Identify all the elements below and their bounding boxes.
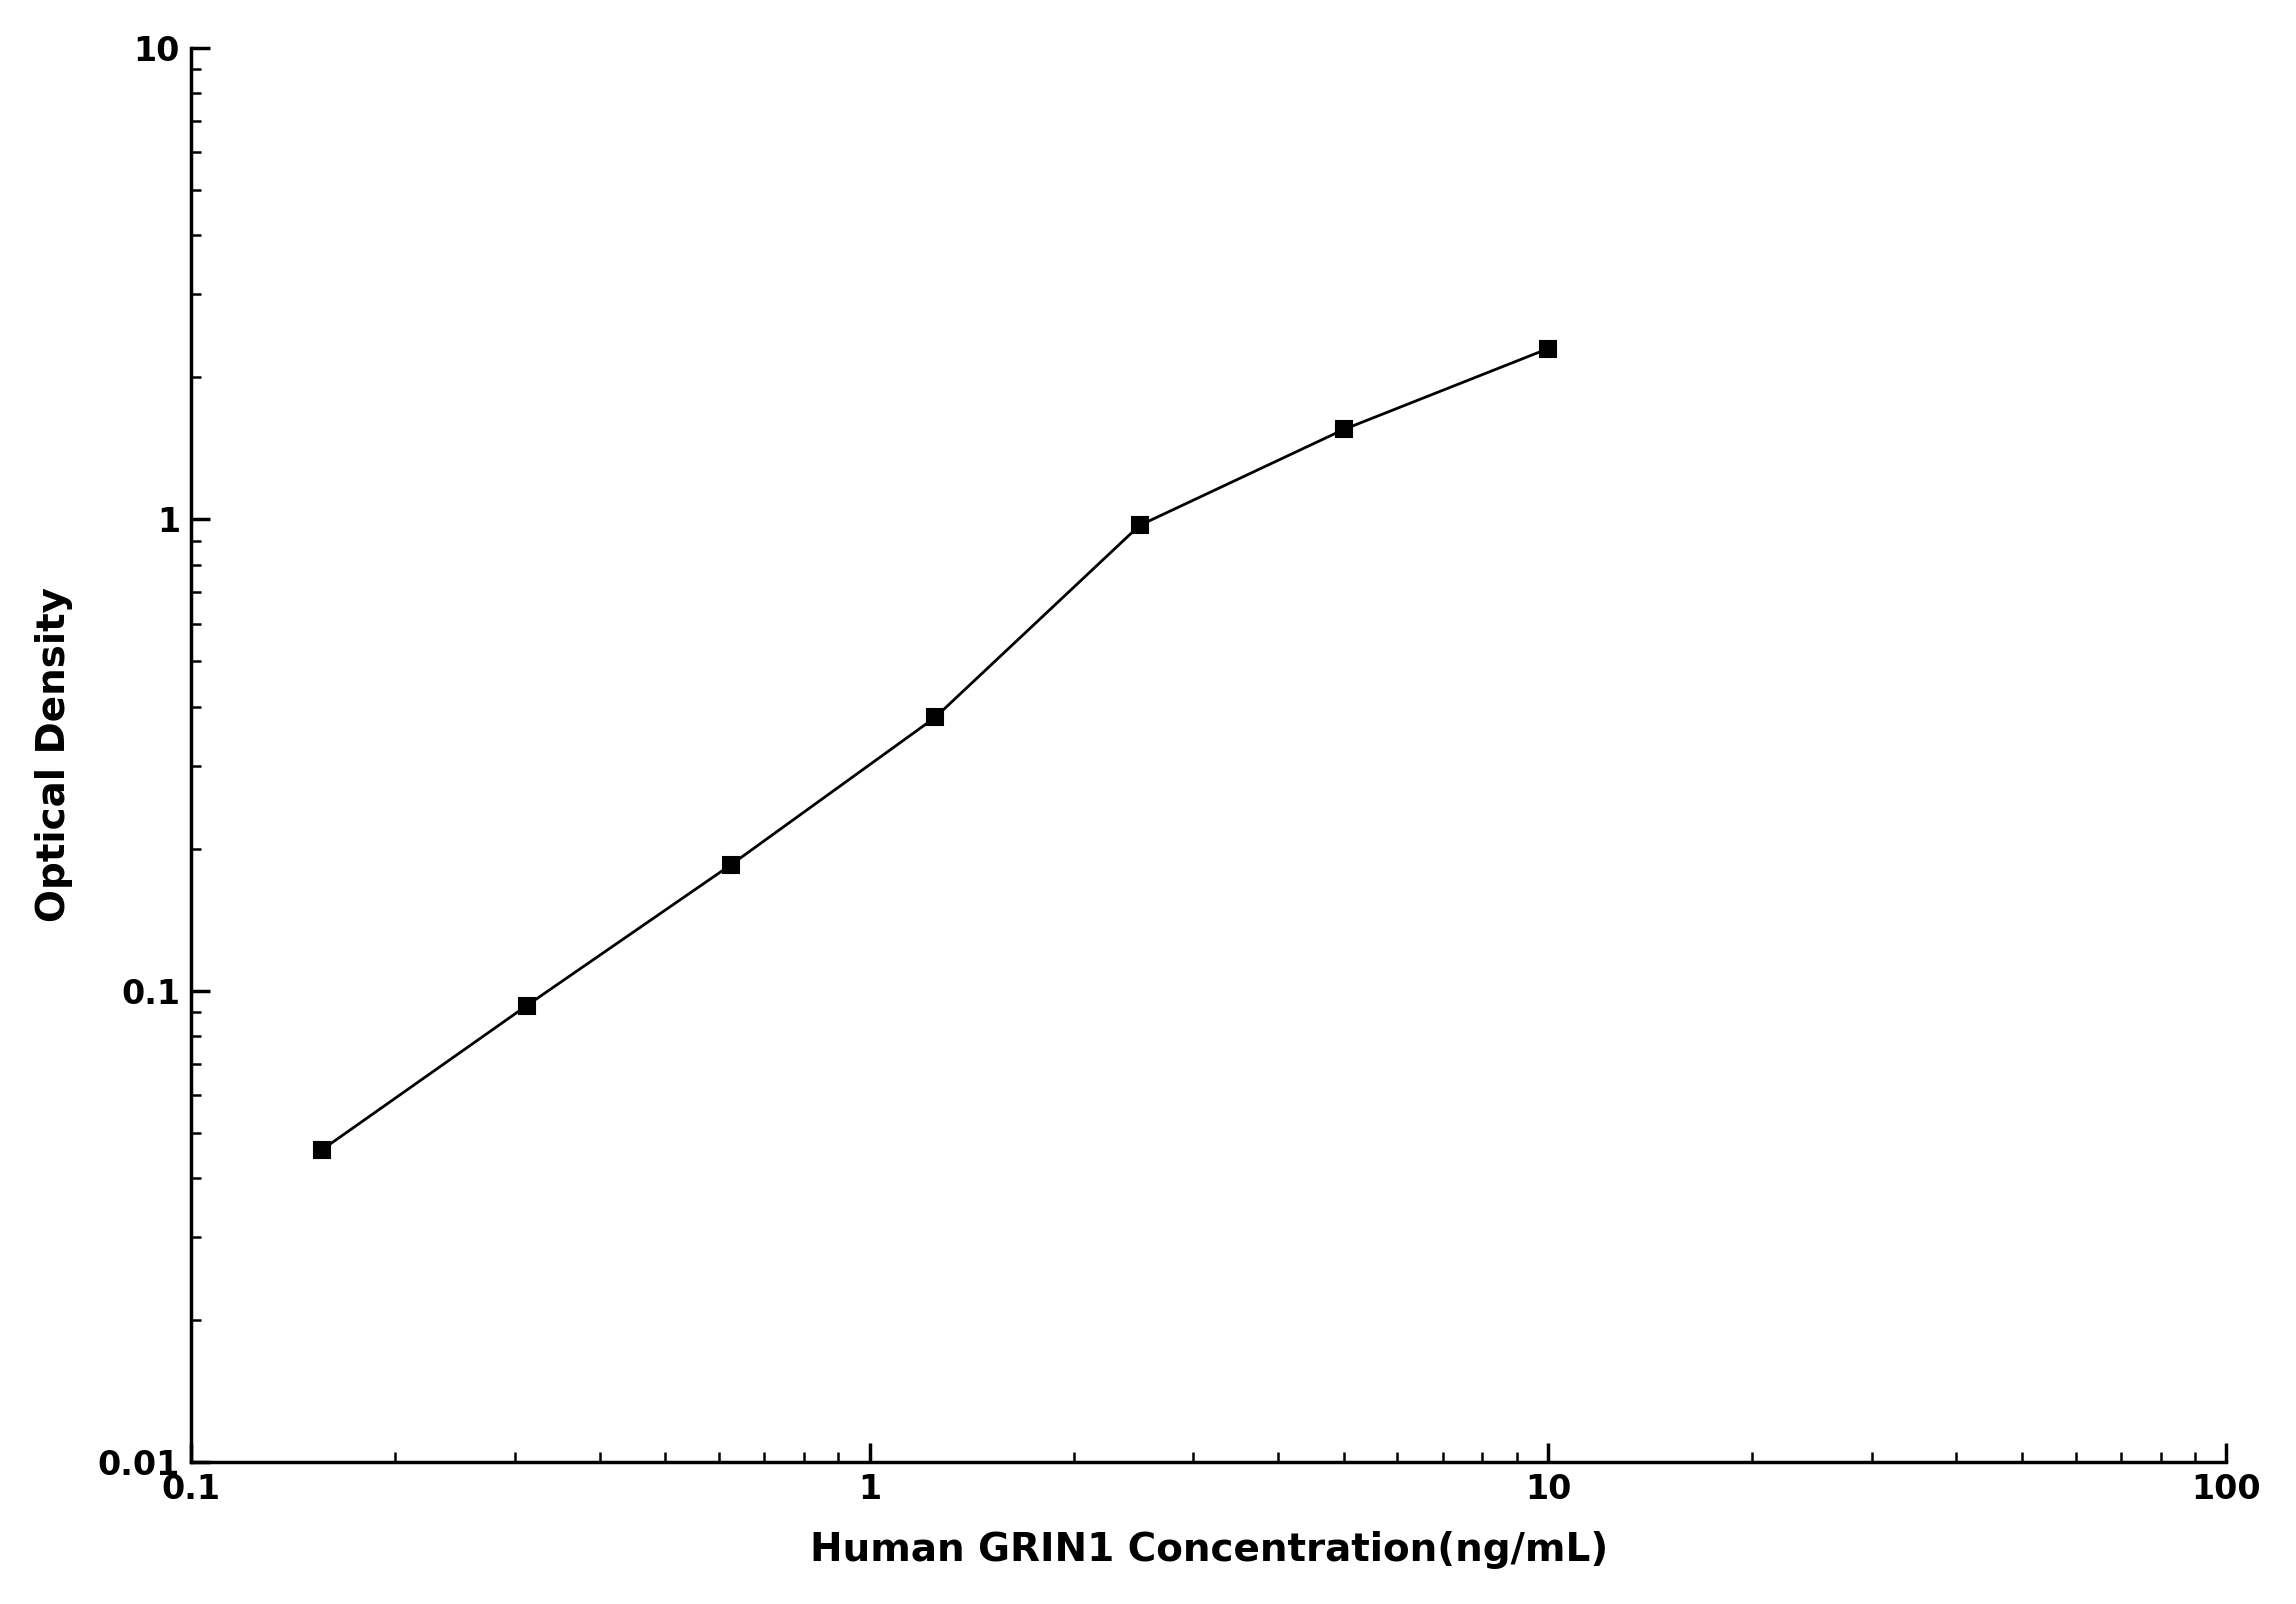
Y-axis label: Optical Density: Optical Density <box>34 587 73 922</box>
X-axis label: Human GRIN1 Concentration(ng/mL): Human GRIN1 Concentration(ng/mL) <box>810 1532 1607 1569</box>
